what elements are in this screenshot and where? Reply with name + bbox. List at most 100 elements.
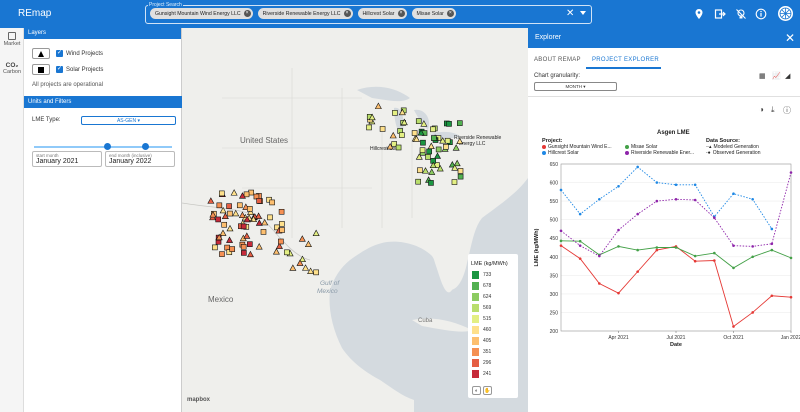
solar-project-marker[interactable]: [425, 154, 431, 160]
solar-project-marker[interactable]: [247, 241, 253, 247]
series-point[interactable]: [674, 183, 678, 187]
solar-project-marker[interactable]: [411, 130, 418, 136]
solar-project-marker[interactable]: [395, 144, 402, 151]
wind-project-marker[interactable]: [275, 242, 283, 249]
solar-project-marker[interactable]: [391, 141, 397, 147]
legend-series-2[interactable]: Misae Solar: [625, 144, 657, 150]
series-point[interactable]: [732, 244, 735, 247]
chip-remove-icon[interactable]: ×: [243, 10, 251, 17]
series-point[interactable]: [693, 198, 697, 202]
wind-project-marker[interactable]: [296, 259, 304, 266]
wind-project-marker[interactable]: [374, 102, 382, 109]
solar-project-marker[interactable]: [221, 221, 228, 228]
solar-project-marker[interactable]: [417, 167, 423, 174]
wind-project-marker[interactable]: [415, 153, 423, 160]
solar-project-marker[interactable]: [226, 203, 232, 209]
wind-project-marker[interactable]: [436, 164, 444, 172]
solar-project-marker[interactable]: [415, 118, 422, 124]
wind-project-marker[interactable]: [417, 129, 425, 136]
start-month-field[interactable]: start month January 2021: [32, 151, 102, 167]
series-line[interactable]: [560, 240, 792, 269]
solar-project-marker[interactable]: [219, 190, 225, 197]
legend-series-0[interactable]: Gunsight Mountain Wind E...: [542, 144, 612, 150]
series-point[interactable]: [578, 239, 582, 243]
end-month-field[interactable]: end month (inclusive) January 2022: [105, 151, 175, 167]
no-lightbulb-icon[interactable]: [735, 8, 747, 20]
solar-project-marker[interactable]: [451, 179, 458, 185]
solar-project-marker[interactable]: [260, 229, 267, 235]
solar-project-marker[interactable]: [313, 269, 319, 276]
wind-project-marker[interactable]: [453, 159, 461, 167]
series-point[interactable]: [751, 311, 754, 314]
solar-project-marker[interactable]: [415, 178, 421, 185]
wind-project-marker[interactable]: [246, 250, 254, 258]
series-point[interactable]: [770, 242, 774, 246]
close-icon[interactable]: ✕: [785, 31, 796, 45]
legend-series-3[interactable]: Riverside Renewable Ener...: [625, 150, 694, 156]
wind-project-marker[interactable]: [389, 131, 397, 139]
wind-project-marker[interactable]: [255, 219, 263, 226]
series-point[interactable]: [693, 183, 697, 187]
series-point[interactable]: [598, 254, 601, 258]
solar-project-marker[interactable]: [226, 249, 233, 256]
clear-icon[interactable]: ✕: [566, 8, 575, 19]
solar-project-marker[interactable]: [269, 199, 275, 206]
solar-project-marker[interactable]: [428, 180, 434, 186]
series-point[interactable]: [732, 325, 735, 328]
wind-project-marker[interactable]: [400, 118, 408, 126]
series-line[interactable]: [560, 245, 792, 328]
solar-project-marker[interactable]: [284, 249, 290, 256]
lme-line-chart[interactable]: 200 250 300 350 400 450 500 550 600 650 Apr 2021 Ju…: [528, 156, 800, 356]
solar-project-marker[interactable]: [248, 189, 254, 196]
solar-project-marker[interactable]: [240, 244, 247, 250]
solar-project-marker[interactable]: [430, 126, 436, 133]
solar-project-marker[interactable]: [279, 227, 285, 233]
series-point[interactable]: [770, 248, 774, 252]
series-point[interactable]: [655, 248, 659, 252]
solar-project-marker[interactable]: [431, 135, 437, 141]
wind-project-marker[interactable]: [398, 108, 406, 116]
series-line[interactable]: [560, 166, 773, 230]
palette-icon[interactable]: ◐: [472, 386, 481, 395]
series-point[interactable]: [617, 291, 620, 295]
search-chip[interactable]: Misae Solar ×: [411, 8, 456, 19]
series-point[interactable]: [732, 192, 735, 195]
solar-project-marker[interactable]: [366, 124, 372, 131]
solar-project-marker[interactable]: [456, 120, 463, 126]
series-point[interactable]: [598, 197, 601, 201]
project-markers-layer[interactable]: [182, 28, 528, 412]
series-point[interactable]: [693, 259, 697, 263]
wind-project-marker[interactable]: [421, 167, 429, 174]
series-point[interactable]: [789, 256, 793, 260]
start-month-handle[interactable]: [104, 143, 111, 150]
wind-project-marker[interactable]: [413, 135, 421, 142]
solar-project-marker[interactable]: [224, 244, 230, 251]
end-month-handle[interactable]: [142, 143, 149, 150]
wind-project-marker[interactable]: [420, 120, 428, 127]
series-point[interactable]: [751, 255, 754, 259]
wind-project-marker[interactable]: [243, 215, 251, 223]
solar-project-marker[interactable]: [435, 146, 442, 153]
series-point[interactable]: [578, 244, 582, 247]
wind-project-marker[interactable]: [221, 212, 229, 219]
tab-project-explorer[interactable]: PROJECT EXPLORER: [592, 57, 660, 63]
wind-project-marker[interactable]: [307, 267, 315, 274]
area-chart-view-icon[interactable]: ◢: [785, 73, 791, 80]
solar-project-marker[interactable]: [457, 173, 464, 180]
series-point[interactable]: [559, 239, 563, 243]
series-point[interactable]: [636, 165, 639, 169]
wind-project-marker[interactable]: [298, 235, 306, 242]
user-avatar[interactable]: [778, 6, 793, 21]
legend-source-observed[interactable]: -● Observed Generation: [706, 150, 761, 156]
palette-icon[interactable]: ◑: [759, 105, 764, 114]
solar-project-marker[interactable]: [243, 191, 250, 198]
wind-project-marker[interactable]: [226, 236, 234, 243]
solar-project-marker[interactable]: [240, 223, 247, 230]
series-point[interactable]: [674, 246, 678, 249]
wind-project-marker[interactable]: [429, 161, 437, 169]
lme-type-select[interactable]: AS-GEN ▾: [81, 116, 176, 125]
wind-project-marker[interactable]: [238, 211, 246, 218]
series-point[interactable]: [655, 181, 659, 184]
series-point[interactable]: [636, 248, 639, 252]
search-chip[interactable]: Riverside Renewable Energy LLC ×: [257, 8, 353, 19]
